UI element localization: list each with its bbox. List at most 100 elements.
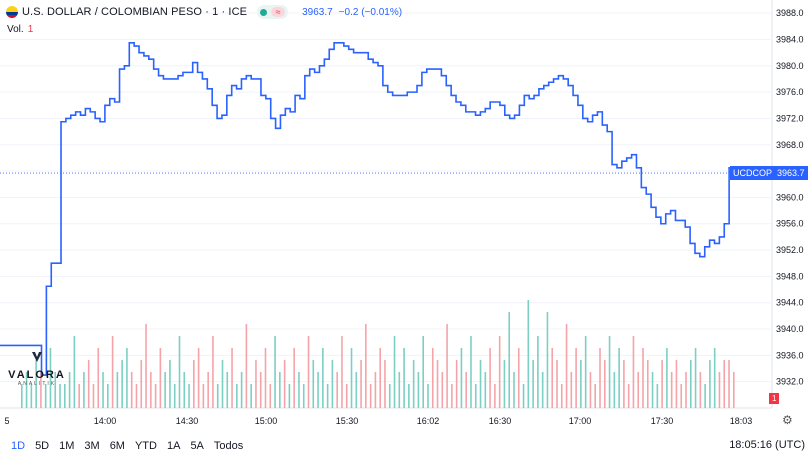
range-button-6m[interactable]: 6M [109, 440, 125, 452]
volume-bar [35, 360, 37, 408]
volume-bar [618, 348, 620, 408]
volume-bar [403, 348, 405, 408]
volume-bar [121, 360, 123, 408]
price-tick-label: 3952.0 [776, 245, 804, 255]
volume-bar [221, 360, 224, 408]
volume-bar [374, 372, 377, 408]
volume-bar [565, 324, 568, 408]
volume-bar [345, 384, 348, 408]
volume-bar [675, 360, 678, 408]
volume-value: 1 [27, 24, 34, 35]
volume-bar [379, 348, 381, 408]
range-button-1d[interactable]: 1D [11, 440, 26, 452]
volume-bar [202, 384, 205, 408]
bottom-toolbar: 1D 5D 1M 3M 6M YTD 1A 5A Todos 18:05:16 (UTC) [0, 435, 811, 457]
price-tick-label: 3968.0 [776, 140, 804, 150]
volume-bar [522, 384, 525, 408]
volume-bar [307, 336, 310, 408]
range-button-ytd[interactable]: YTD [134, 440, 157, 452]
volume-bar [73, 336, 76, 408]
volume-bar [427, 384, 429, 408]
volume-bar [560, 384, 563, 408]
volume-bar [541, 372, 544, 408]
volume-bar [446, 324, 448, 408]
symbol-title[interactable]: U.S. DOLLAR / COLOMBIAN PESO · 1 · ICE [22, 6, 248, 18]
volume-bar [255, 360, 257, 408]
volume-bar [245, 324, 248, 408]
volume-bar [312, 360, 315, 408]
market-status-pill[interactable]: ≈ [257, 5, 289, 19]
volume-bar [59, 384, 61, 408]
volume-bar [49, 348, 52, 408]
price-tick-label: 3960.0 [776, 192, 804, 202]
volume-bar [355, 372, 358, 408]
volume-bar [283, 360, 286, 408]
volume-bar [83, 372, 85, 408]
current-price-tag: 3963.7 [774, 166, 808, 180]
range-button-5a[interactable]: 5A [190, 440, 204, 452]
volume-label: Vol. [7, 24, 24, 35]
time-tick-label: 18:03 [730, 416, 753, 426]
volume-bar [733, 372, 735, 408]
price-tick-label: 3948.0 [776, 271, 804, 281]
volume-legend[interactable]: Vol. 1 [7, 24, 33, 35]
clock[interactable]: 18:05:16 (UTC) [729, 439, 805, 451]
volume-tag: 1 [769, 393, 780, 404]
volume-bar [556, 360, 558, 408]
volume-bar [460, 348, 463, 408]
range-selector: 1D 5D 1M 3M 6M YTD 1A 5A Todos [6, 440, 248, 452]
volume-bar [212, 336, 214, 408]
volume-bar [164, 372, 166, 408]
time-tick-label: 14:00 [94, 416, 117, 426]
volume-bar [632, 336, 635, 408]
volume-bar [322, 348, 324, 408]
volume-bar [646, 360, 649, 408]
volume-bar [613, 372, 616, 408]
volume-bar [527, 300, 530, 408]
volume-bar [694, 348, 697, 408]
volume-bar [298, 372, 300, 408]
volume-bar [336, 372, 338, 408]
range-button-5d[interactable]: 5D [35, 440, 50, 452]
volume-bar [680, 384, 683, 408]
range-button-1a[interactable]: 1A [166, 440, 181, 452]
time-tick-label: 15:30 [336, 416, 359, 426]
volume-bar [713, 348, 716, 408]
volume-bar [661, 360, 663, 408]
volume-bar [317, 372, 319, 408]
volume-bar [302, 384, 305, 408]
volume-bar [723, 360, 726, 408]
volume-bar [107, 384, 109, 408]
volume-bar [393, 336, 396, 408]
settings-gear-icon[interactable]: ⚙ [782, 413, 793, 427]
volume-bar [517, 348, 520, 408]
volume-bar [341, 336, 343, 408]
volume-bar [513, 372, 515, 408]
price-tick-label: 3956.0 [776, 219, 804, 229]
volume-bar [264, 348, 267, 408]
range-button-3m[interactable]: 3M [84, 440, 100, 452]
price-tick-label: 3944.0 [776, 298, 804, 308]
range-button-1m[interactable]: 1M [59, 440, 75, 452]
volume-bar [398, 372, 401, 408]
volume-bar [369, 384, 372, 408]
volume-bar [532, 360, 534, 408]
volume-bar [709, 360, 711, 408]
volume-bar [455, 360, 458, 408]
volume-bar [150, 372, 152, 408]
volume-bar [441, 372, 444, 408]
market-open-dot-icon [260, 8, 268, 16]
price-tick-label: 3972.0 [776, 113, 804, 123]
volume-bar [388, 384, 391, 408]
volume-bar [670, 372, 673, 408]
volume-bar [470, 336, 472, 408]
range-button-todos[interactable]: Todos [213, 440, 244, 452]
volume-bar [623, 360, 625, 408]
volume-bar [685, 372, 687, 408]
volume-bar [465, 372, 468, 408]
volume-bar [651, 372, 654, 408]
time-tick-label: 17:00 [569, 416, 592, 426]
valora-logo-icon [32, 352, 42, 362]
volume-bar [637, 372, 640, 408]
